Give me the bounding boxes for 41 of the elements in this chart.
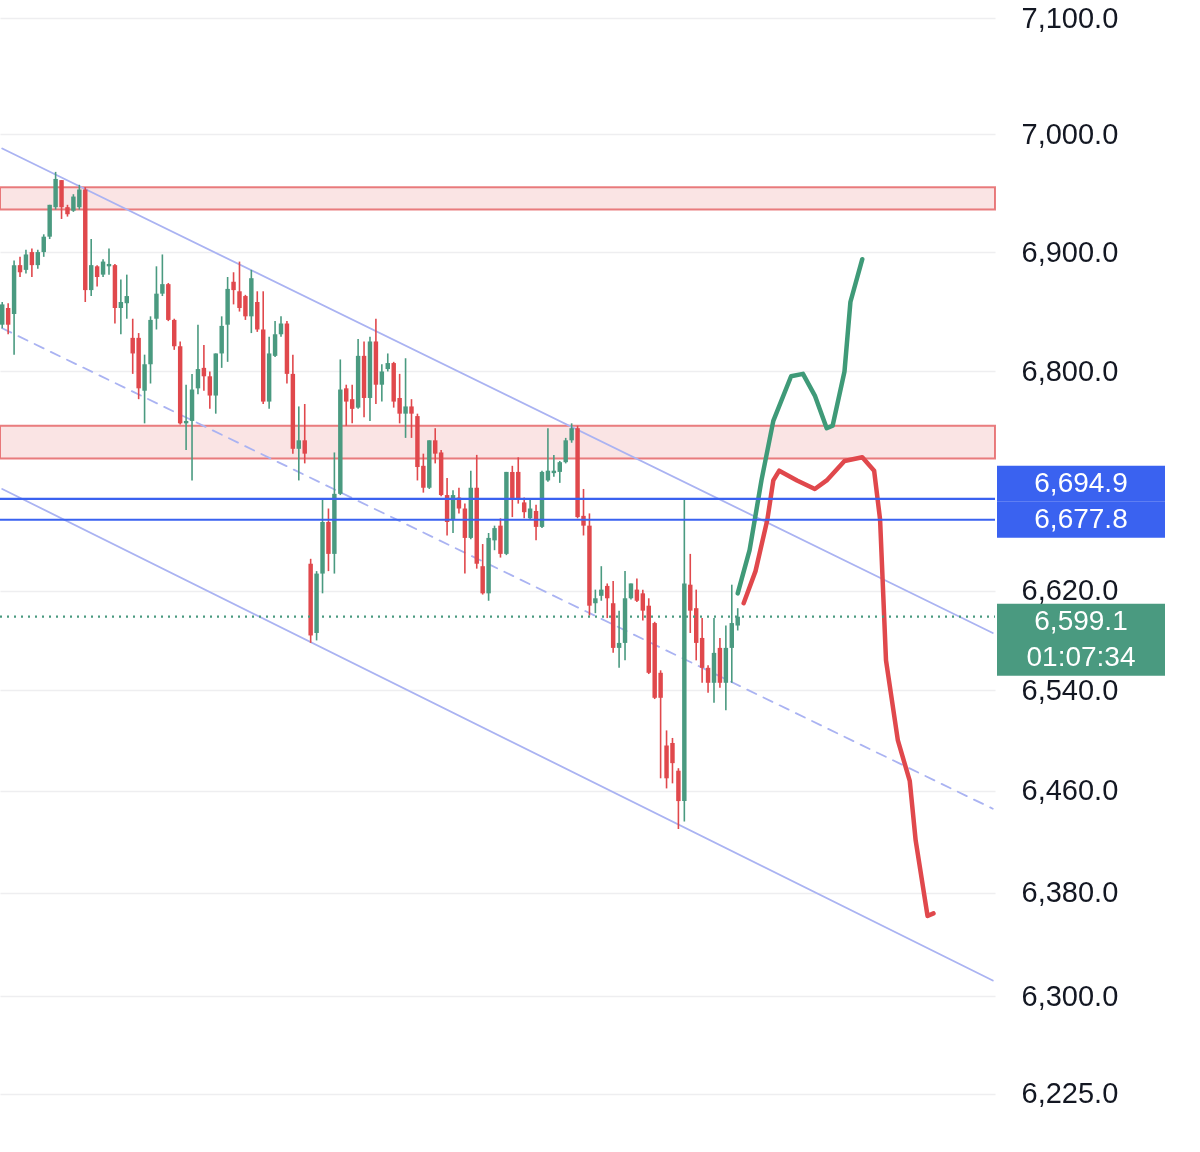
y-tick-label: 6,380.0 [1021,876,1119,909]
candlestick [160,253,165,297]
y-tick-label: 6,300.0 [1021,979,1119,1012]
candlestick [557,460,562,484]
candlestick [403,357,408,439]
y-tick-label: 7,100.0 [1021,1,1119,34]
ref-line-label: 6,599.1 01:07:34 [1026,604,1136,672]
candlestick [599,565,604,602]
ref-line-label: 6,677.8 [1034,502,1128,534]
candlestick [344,383,349,427]
candlestick [563,437,568,465]
candlestick [94,264,100,288]
candlestick [640,588,646,622]
y-tick-label: 6,900.0 [1021,235,1119,268]
candlestick [207,370,213,410]
candlestick [593,588,598,614]
candlestick [634,577,640,603]
candlestick [23,248,29,275]
candlestick [5,302,11,336]
candlestick [0,301,5,330]
candlestick [302,403,307,465]
candlestick [231,271,236,306]
line-series [741,455,936,919]
candlestick [705,664,711,694]
line-series [735,256,865,596]
candlestick [29,247,35,278]
candlestick [409,398,414,439]
candlestick [433,427,438,465]
candlestick [35,248,41,270]
y-tick-label: 6,620.0 [1021,574,1119,607]
candlestick [272,320,278,358]
ref-line-label: 6,694.9 [1034,466,1128,498]
candlestick [569,422,574,444]
y-tick-label: 6,800.0 [1021,354,1119,387]
candlestick [379,363,385,403]
candlestick [296,405,302,482]
candlestick [349,383,355,425]
y-tick-label: 7,000.0 [1021,117,1119,150]
y-tick-label: 6,225.0 [1021,1077,1119,1110]
y-tick-label: 6,540.0 [1021,673,1119,706]
y-tick-label: 6,460.0 [1021,774,1119,807]
